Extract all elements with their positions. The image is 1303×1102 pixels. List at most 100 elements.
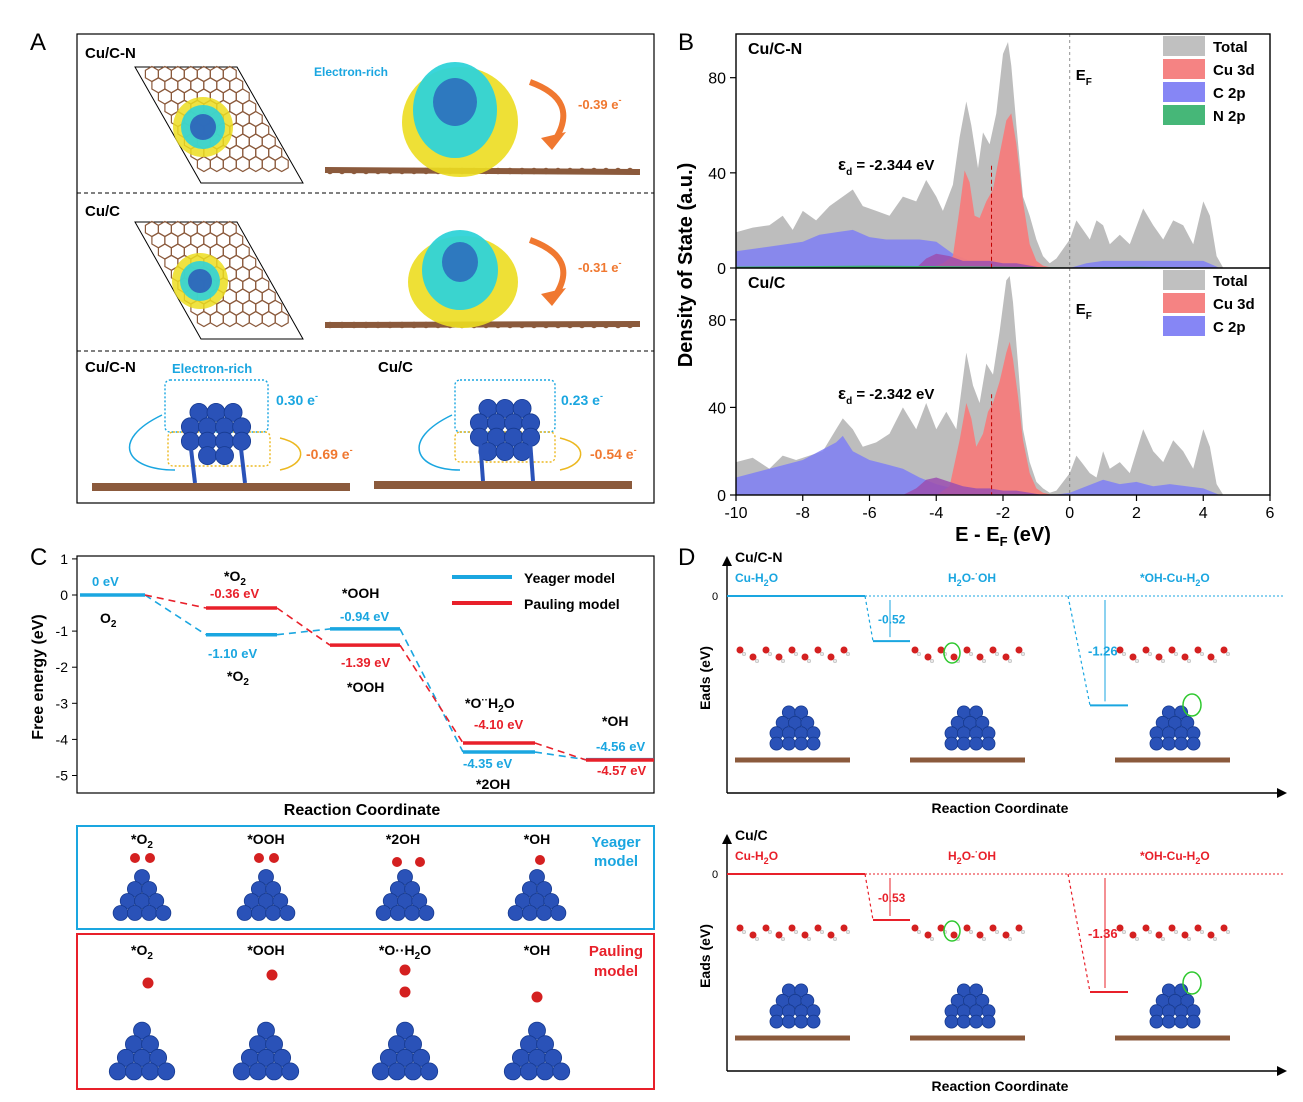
cu-atom — [1161, 1014, 1176, 1029]
eads-step-label: Cu-H2O — [735, 849, 778, 866]
carbon-atom — [338, 321, 346, 329]
water-oxygen — [840, 646, 848, 654]
cu-atom — [265, 1035, 283, 1054]
water-oxygen — [989, 924, 997, 932]
cu-atom — [279, 905, 296, 921]
fe-value-pauling: -0.36 eV — [210, 586, 259, 601]
dos-ytick-label: 80 — [708, 71, 726, 88]
yeager-state-1: *O2 — [131, 831, 153, 851]
cu-atom — [528, 1021, 546, 1040]
cu-atom — [420, 1062, 439, 1081]
water-hydrogen — [1186, 659, 1191, 664]
cu-atom — [536, 1035, 554, 1054]
transfer-arrowhead-1 — [541, 132, 566, 150]
cu-atom — [404, 881, 421, 897]
water-oxygen — [976, 931, 984, 939]
cu-atom — [141, 881, 158, 897]
cu-cluster-top — [190, 114, 216, 140]
water-oxygen — [1002, 653, 1010, 661]
cu-atom — [507, 905, 524, 921]
water-oxygen — [963, 646, 971, 654]
fe-ytick-label: -3 — [56, 695, 69, 711]
cu-atom — [396, 1021, 414, 1040]
eads-value-label: -1.26 — [1088, 644, 1118, 659]
oxygen-atom — [145, 853, 155, 863]
fe-legend-yeager: Yeager model — [524, 570, 615, 586]
water-oxygen — [1207, 931, 1215, 939]
eads-value-label: -0.52 — [878, 613, 906, 627]
water-oxygen — [1207, 653, 1215, 661]
row3-right-title: Cu/C — [378, 359, 413, 376]
water-hydrogen — [781, 937, 786, 942]
water-oxygen — [976, 653, 984, 661]
dos-legend-label: C 2p — [1213, 85, 1246, 102]
cu-atom — [806, 1014, 821, 1029]
cu-atom — [495, 442, 515, 462]
dos-legend-swatch — [1163, 293, 1205, 313]
water-hydrogen — [1199, 930, 1204, 935]
cu-atom — [141, 1035, 159, 1054]
row3-left-bottom-charge: -0.69 e- — [306, 445, 353, 462]
oxygen-atom — [142, 977, 154, 989]
water-oxygen — [1168, 924, 1176, 932]
water-oxygen — [1116, 646, 1124, 654]
cu-atom — [800, 715, 815, 730]
cu-atom — [375, 905, 392, 921]
water-hydrogen — [1173, 652, 1178, 657]
panel-label-c: C — [30, 544, 47, 571]
water-hydrogen — [768, 652, 773, 657]
fe-connector-yeager — [144, 594, 207, 636]
dos-subplot-title: Cu/C — [748, 275, 786, 292]
water-hydrogen — [1212, 937, 1217, 942]
cu-c-bond — [478, 439, 485, 482]
water-oxygen — [736, 924, 744, 932]
water-hydrogen — [820, 652, 825, 657]
carbon-atom — [578, 167, 586, 175]
water-oxygen — [1002, 931, 1010, 939]
water-hydrogen — [794, 652, 799, 657]
dos-x-axis: -10 -8 -6 -4 -2 0 2 4 6 — [724, 495, 1275, 522]
water-oxygen — [950, 931, 958, 939]
dos-legend-swatch — [1163, 316, 1205, 336]
carbon-atom — [614, 167, 622, 175]
fe-levels: 0 eV -1.10 eV -0.94 eV -4.35 eV -4.56 eV -0.3… — [80, 574, 654, 778]
carbon-atom — [374, 321, 382, 329]
water-oxygen — [775, 931, 783, 939]
row3-electron-rich: Electron-rich — [172, 361, 252, 376]
water-oxygen — [827, 653, 835, 661]
yeager-state-labels: *O2 *OOH *2OH *OH — [131, 831, 550, 851]
water-oxygen — [788, 924, 796, 932]
cu-atom — [794, 736, 809, 751]
water-hydrogen — [969, 930, 974, 935]
cycle-arrow-right-blue — [418, 414, 461, 471]
cu-atom — [108, 1062, 127, 1081]
water-oxygen — [801, 931, 809, 939]
water-oxygen — [924, 931, 932, 939]
carbon-atom — [350, 167, 358, 175]
carbon-atom — [602, 167, 610, 175]
water-hydrogen — [1021, 652, 1026, 657]
eads-connector — [1067, 873, 1091, 993]
cu-atom — [133, 1021, 151, 1040]
water-oxygen — [762, 646, 770, 654]
cu-atom — [806, 736, 821, 751]
dos-legend-swatch — [1163, 36, 1205, 56]
row1-electron-rich: Electron-rich — [314, 65, 388, 79]
cu-atom — [112, 905, 129, 921]
carbon-atom — [494, 321, 502, 329]
yeager-state-3: *2OH — [386, 831, 420, 847]
panel-label-d: D — [678, 544, 695, 571]
dos-xtick-label: 0 — [1065, 505, 1074, 522]
carbon-atom — [626, 321, 634, 329]
cuc-sideview — [324, 230, 641, 329]
water-hydrogen — [794, 930, 799, 935]
water-hydrogen — [833, 937, 838, 942]
cucn-cluster-sideview — [92, 379, 350, 491]
water-hydrogen — [742, 652, 747, 657]
transfer-arrow-2 — [528, 237, 567, 298]
eads-step-label: H2O-·OH — [948, 847, 996, 866]
cu-atom — [794, 1014, 809, 1029]
carbon-atom — [506, 321, 514, 329]
dos-area-overlap — [902, 477, 1057, 495]
highlight-circle — [1182, 693, 1202, 717]
